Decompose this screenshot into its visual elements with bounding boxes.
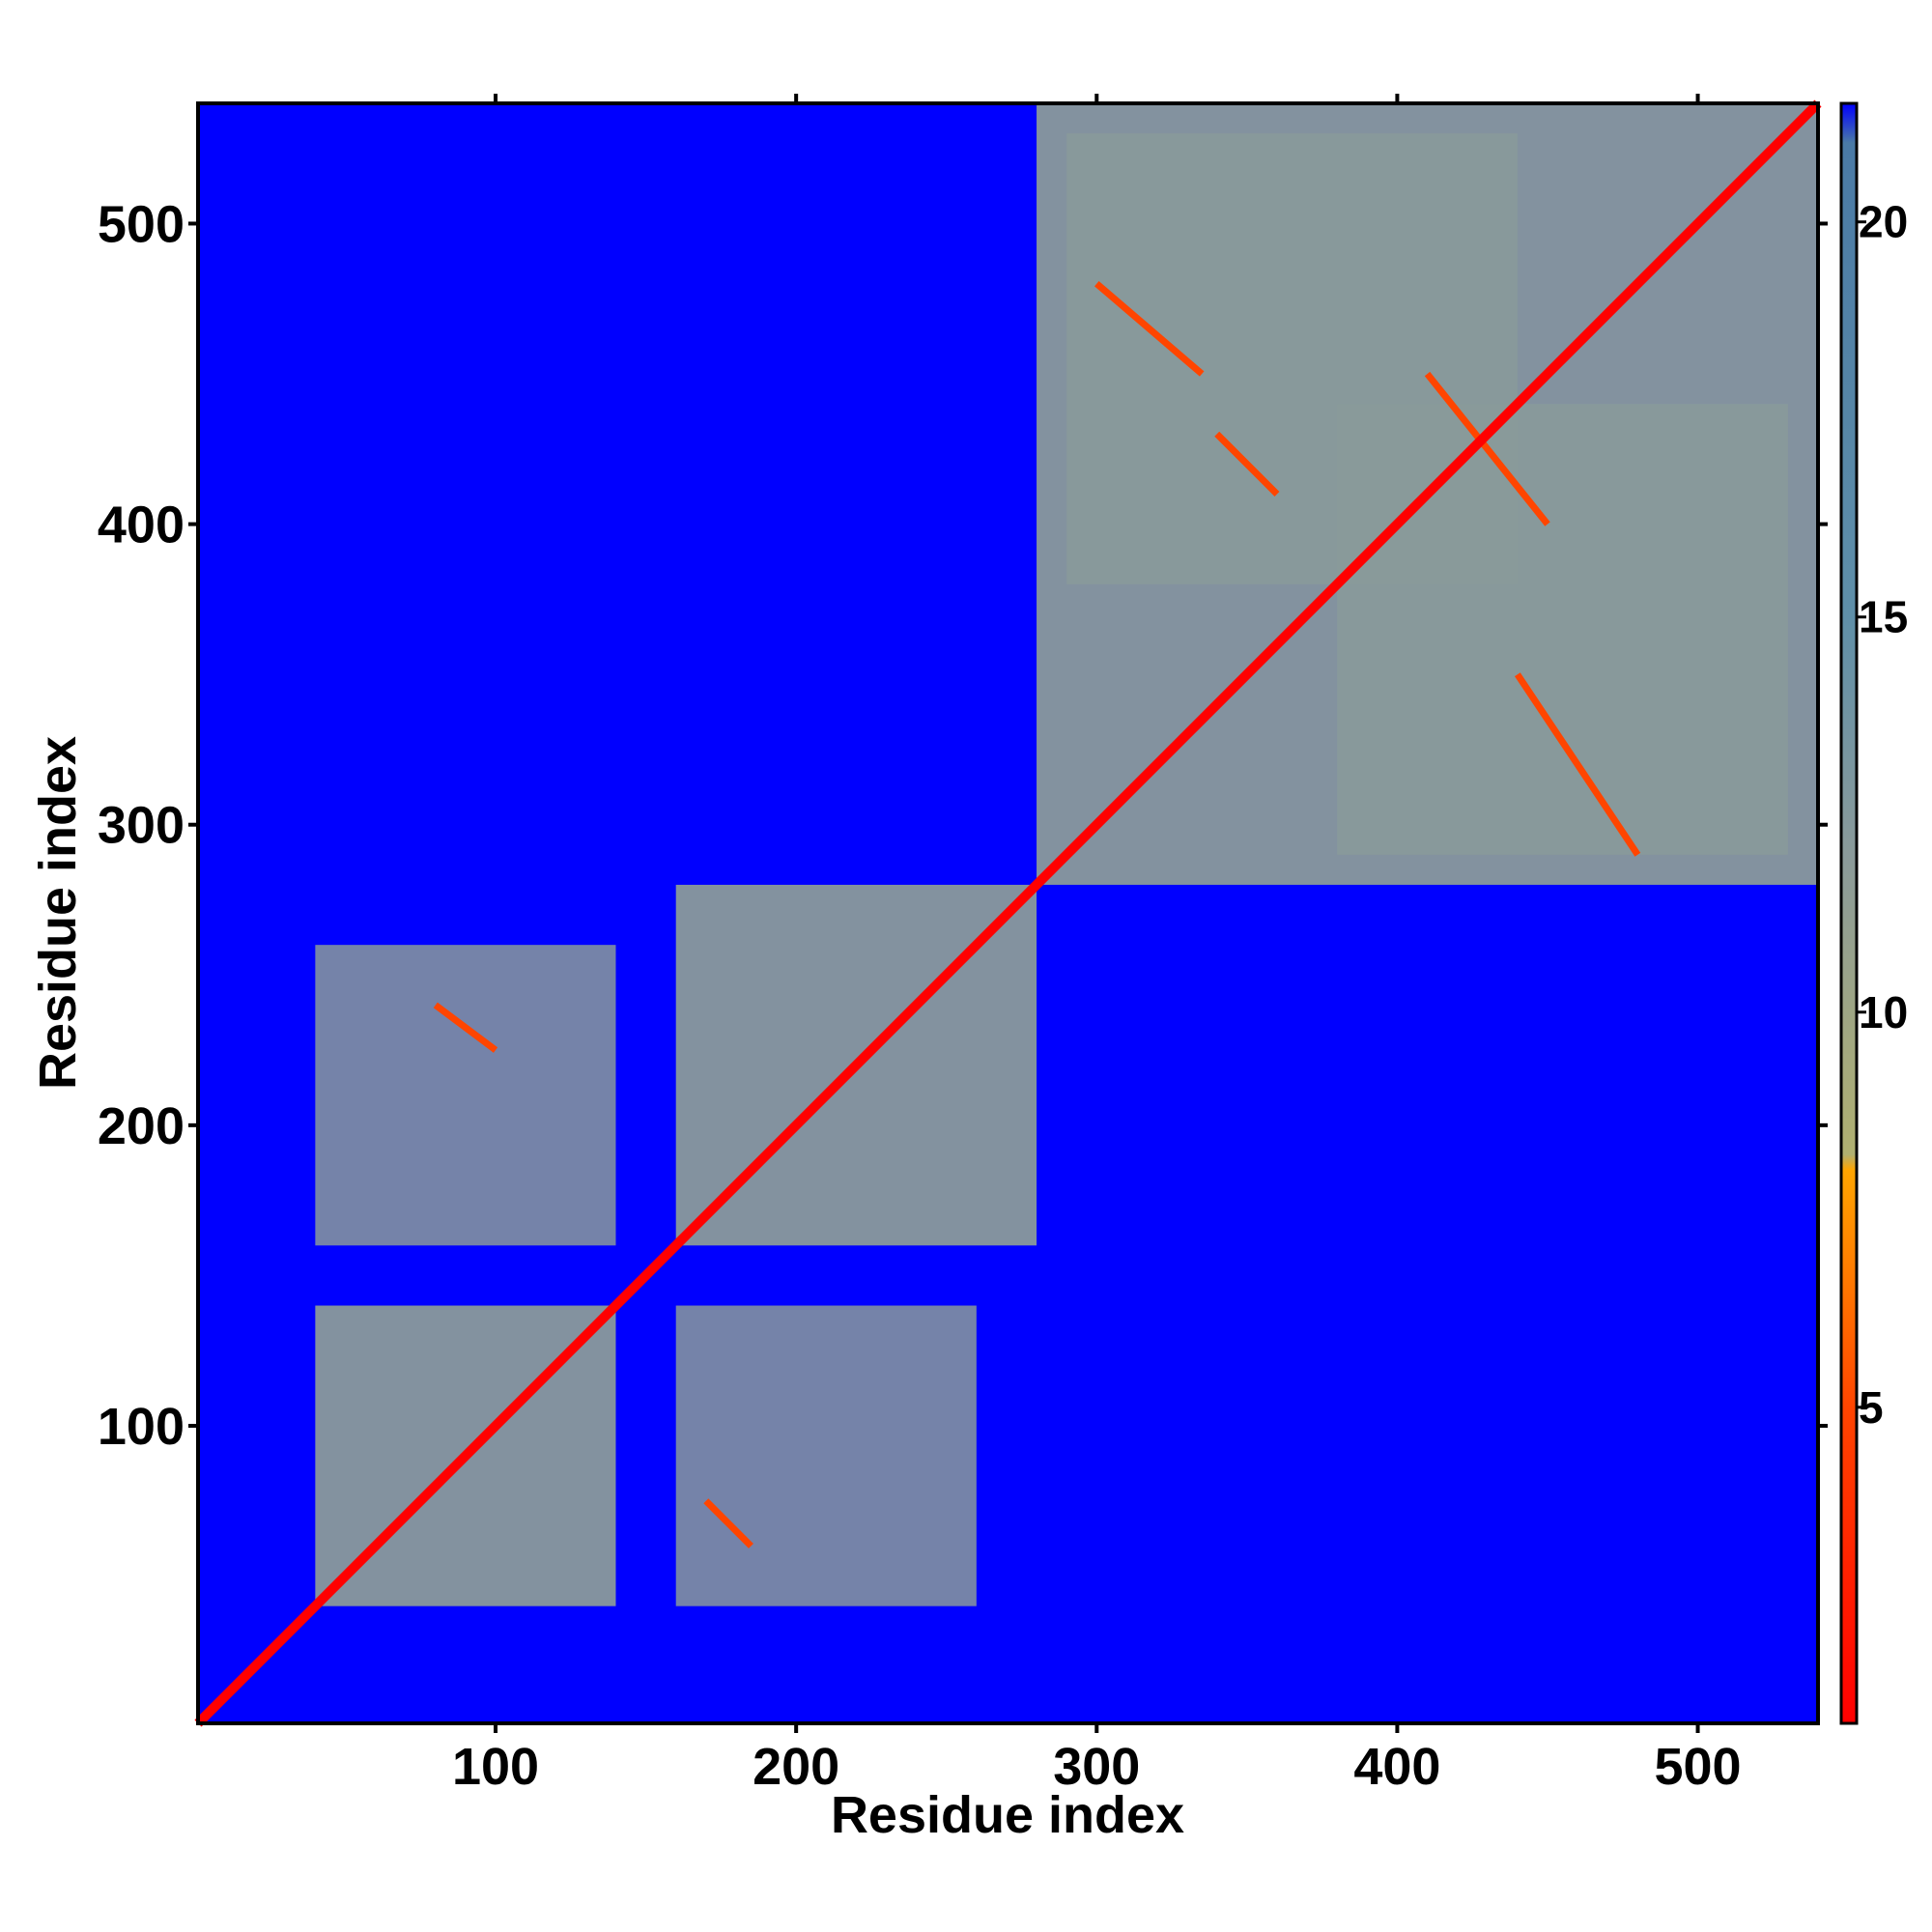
plot-frame — [196, 101, 1820, 1725]
y-tick-label: 500 — [98, 195, 185, 253]
colorbar: 5 10 15 20 — [1839, 101, 1908, 1725]
plot-area — [194, 99, 1822, 1727]
contact-line — [1214, 431, 1280, 497]
contact-region — [1337, 404, 1788, 855]
x-axis-top-ticks — [494, 94, 1700, 103]
y-tick-label: 300 — [98, 797, 185, 855]
y-tick-label: 400 — [98, 497, 185, 554]
y-axis-label: Residue index — [29, 736, 87, 1090]
x-tick-label: 300 — [1053, 1738, 1140, 1796]
colorbar-tick-label: 20 — [1859, 197, 1908, 247]
x-axis-label: Residue index — [831, 1786, 1184, 1844]
contact-line — [1514, 672, 1641, 857]
x-tick-label: 500 — [1654, 1738, 1741, 1796]
contact-region — [315, 945, 616, 1246]
y-axis-ticks: 100 200 300 400 500 — [98, 195, 198, 1456]
x-tick-label: 100 — [452, 1738, 539, 1796]
y-axis-right-ticks — [1818, 221, 1828, 1428]
y-tick-label: 100 — [98, 1398, 185, 1456]
colorbar-tick-label: 15 — [1859, 592, 1908, 642]
diagonal-band — [194, 99, 1822, 1727]
contact-line — [1094, 281, 1205, 377]
colorbar-ticks: 5 10 15 20 — [1857, 197, 1908, 1433]
contact-line — [433, 1002, 498, 1053]
contact-line — [703, 1498, 753, 1548]
contact-line — [1424, 371, 1550, 526]
y-tick-label: 200 — [98, 1097, 185, 1155]
colorbar-tick-label: 5 — [1859, 1382, 1884, 1433]
x-tick-label: 400 — [1353, 1738, 1440, 1796]
x-tick-label: 200 — [753, 1738, 839, 1796]
contact-region — [675, 1305, 977, 1606]
colorbar-bar — [1839, 101, 1859, 1725]
colorbar-tick-label: 10 — [1859, 987, 1908, 1037]
x-axis-ticks: 100 200 300 400 500 — [452, 1723, 1742, 1796]
heatmap-cells — [194, 99, 1822, 1727]
